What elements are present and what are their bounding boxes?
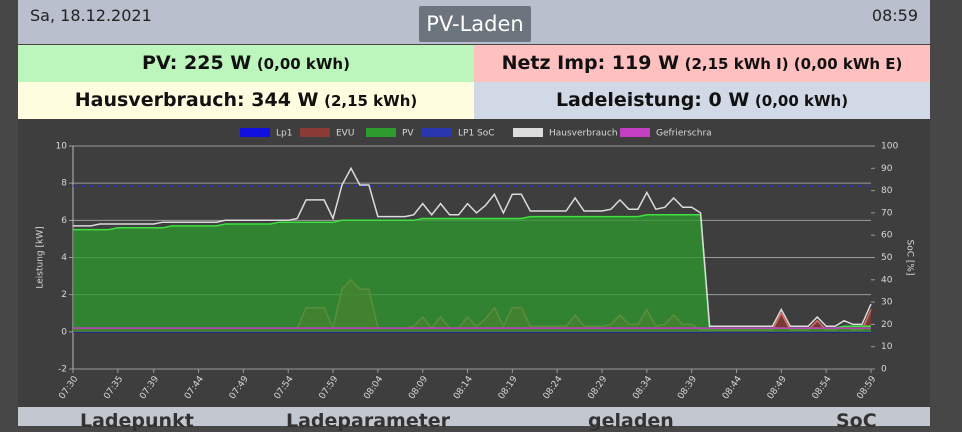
table-header: Ladepunkt Ladeparameter geladen SoC: [18, 407, 930, 432]
legend-label: Hausverbrauch: [549, 129, 618, 139]
x-tick-label: 08:44: [721, 374, 744, 401]
y2-tick-label: 30: [881, 298, 893, 308]
y2-tick-label: 50: [881, 253, 893, 263]
legend-label: Gefrierschra: [656, 129, 712, 139]
series-line: [73, 166, 872, 328]
y2-tick-label: 90: [881, 164, 893, 174]
y-tick-label: 6: [61, 216, 67, 226]
pv-tile: PV: 225 W (0,00 kWh): [18, 45, 474, 82]
tile-main: PV: 225 W: [142, 52, 252, 74]
header-bar: Sa, 18.12.2021 PV-Laden 08:59: [18, 0, 930, 44]
x-tick-label: 07:35: [102, 374, 125, 401]
legend-swatch: [300, 128, 330, 137]
y-tick-label: 10: [56, 142, 68, 152]
y-tick-label: 0: [61, 327, 67, 337]
y2-tick-label: 100: [881, 142, 898, 152]
column-header: Ladeparameter: [286, 410, 451, 432]
x-tick-label: 07:30: [57, 374, 80, 401]
x-tick-label: 08:39: [676, 374, 699, 401]
x-tick-label: 08:24: [542, 374, 565, 401]
column-header: SoC: [836, 410, 877, 432]
y-tick-label: 4: [61, 253, 67, 263]
legend-label: PV: [402, 129, 414, 139]
x-tick-label: 07:54: [273, 374, 296, 401]
house-tile: Hausverbrauch: 344 W (2,15 kWh): [18, 82, 474, 119]
y-axis-label: Leistung [kW]: [36, 226, 46, 288]
tile-sub: (2,15 kWh I) (0,00 kWh E): [684, 55, 903, 73]
y2-tick-label: 60: [881, 231, 893, 241]
y2-tick-label: 10: [881, 342, 893, 352]
legend-label: EVU: [336, 129, 354, 139]
area: [73, 214, 871, 332]
tile-main: Ladeleistung: 0 W: [555, 89, 750, 111]
mode-button[interactable]: PV-Laden: [419, 6, 531, 42]
tile-sub: (2,15 kWh): [324, 92, 418, 110]
column-header: geladen: [588, 410, 674, 432]
x-tick-label: 07:44: [183, 374, 206, 401]
x-tick-label: 08:29: [586, 374, 609, 401]
legend-swatch: [422, 128, 452, 137]
legend-swatch: [240, 128, 270, 137]
legend-label: LP1 SoC: [458, 129, 495, 139]
y2-axis-label: SoC [%]: [905, 240, 915, 276]
x-tick-label: 08:54: [811, 374, 834, 401]
y2-tick-label: 0: [881, 365, 887, 375]
charge-tile: Ladeleistung: 0 W (0,00 kWh): [474, 82, 930, 119]
x-tick-label: 08:59: [855, 374, 878, 401]
x-tick-label: 08:09: [407, 374, 430, 401]
x-tick-label: 08:34: [631, 374, 654, 401]
x-tick-label: 07:39: [138, 374, 161, 401]
tile-sub: (0,00 kWh): [256, 55, 350, 73]
tile-main: Netz Imp: 119 W: [501, 52, 680, 74]
legend-swatch: [513, 128, 543, 137]
legend-swatch: [366, 128, 396, 137]
y2-tick-label: 70: [881, 208, 893, 218]
x-tick-label: 08:04: [362, 374, 385, 401]
chart: -202468100102030405060708090100Leistung …: [36, 128, 915, 401]
x-tick-label: 08:19: [497, 374, 520, 401]
x-tick-label: 07:49: [228, 374, 251, 401]
x-tick-label: 08:49: [766, 374, 789, 401]
y2-tick-label: 80: [881, 186, 893, 196]
y2-tick-label: 20: [881, 320, 893, 330]
y-tick-label: 2: [61, 290, 67, 300]
grid-tile: Netz Imp: 119 W (2,15 kWh I) (0,00 kWh E…: [474, 45, 930, 82]
time: 08:59: [871, 6, 918, 25]
legend-label: Lp1: [276, 129, 292, 139]
tile-sub: (0,00 kWh): [754, 92, 849, 110]
y-tick-label: 8: [61, 179, 67, 189]
x-tick-label: 07:59: [317, 374, 340, 401]
date: Sa, 18.12.2021: [30, 6, 152, 25]
y-tick-label: -2: [58, 365, 67, 375]
tile-main: Hausverbrauch: 344 W: [74, 89, 319, 111]
legend-swatch: [620, 128, 650, 137]
y2-tick-label: 40: [881, 275, 893, 285]
x-tick-label: 08:14: [452, 374, 475, 401]
column-header: Ladepunkt: [80, 410, 194, 432]
